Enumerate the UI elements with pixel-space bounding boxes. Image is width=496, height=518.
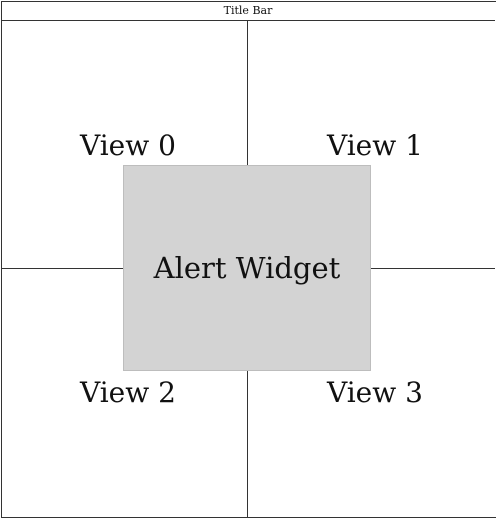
view-3-label: View 3 (327, 379, 423, 407)
view-0-label: View 0 (80, 132, 176, 160)
view-2-label: View 2 (80, 379, 176, 407)
alert-widget-label: Alert Widget (154, 251, 341, 285)
alert-widget[interactable]: Alert Widget (123, 165, 371, 371)
view-1-label: View 1 (327, 132, 423, 160)
title-bar-label: Title Bar (224, 4, 273, 17)
title-bar[interactable]: Title Bar (1, 1, 495, 21)
